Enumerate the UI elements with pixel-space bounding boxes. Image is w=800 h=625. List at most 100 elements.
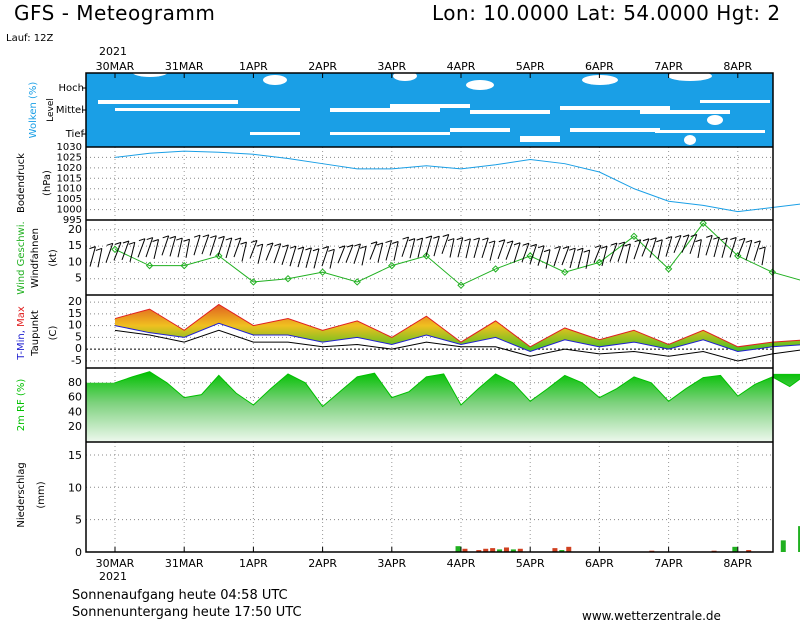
precip-tick-label: 5 (75, 514, 82, 527)
wind-barb (745, 240, 753, 261)
wind-barb (129, 242, 136, 263)
wind-barb (689, 234, 698, 255)
humidity-ylabel: 2m RF (%) (16, 379, 27, 432)
wind-barb (457, 237, 464, 258)
wind-barb (601, 246, 608, 267)
date-label-bottom: 4APR (447, 557, 476, 570)
temperature-tick-label: 5 (75, 330, 82, 343)
precip-ylabel-sub: (mm) (36, 481, 47, 508)
wind-barb-feather (376, 242, 383, 246)
date-label-top: 6APR (585, 60, 614, 73)
temperature-ylabel: T-Min, Max (16, 306, 27, 361)
wind-barb-feather (498, 239, 505, 243)
wind-barb-feather (759, 246, 766, 250)
humidity-area (86, 371, 800, 442)
wind-barb-feather (297, 246, 304, 250)
wind-barb (625, 243, 631, 264)
wind-barb-feather (754, 240, 761, 244)
wind-barb (97, 248, 103, 268)
cloud-gap (250, 132, 300, 135)
wind-barb-feather (274, 243, 281, 247)
precip-bar (798, 526, 800, 552)
wind-barb (369, 241, 378, 260)
humidity-tick-label: 20 (68, 420, 82, 433)
wind-barb (553, 246, 561, 267)
date-label-top: 31MAR (165, 60, 204, 73)
wind-barb (289, 246, 297, 267)
cloud-gap (570, 128, 660, 132)
wind-barb (161, 235, 170, 256)
wind-barb (337, 245, 346, 264)
wind-tick-label: 20 (68, 223, 82, 236)
wind-barb (561, 246, 570, 266)
wind-barb (433, 236, 440, 257)
wind-barb-feather (240, 241, 247, 245)
wind-barb-feather (122, 240, 130, 244)
wind-barb (721, 237, 728, 258)
wind-speed-marker (768, 268, 777, 276)
wind-barb (353, 243, 361, 264)
wind-barb-feather (674, 234, 682, 238)
precip-ylabel: Niederschlag (16, 462, 27, 527)
wind-barb-feather (713, 236, 720, 240)
cloud-gap (470, 110, 550, 114)
wind-barb-feather (569, 247, 576, 251)
temperature-tick-label: 15 (68, 307, 82, 320)
wind-speed-marker (491, 265, 500, 273)
wind-barb-feather (202, 234, 209, 238)
wind-barb (441, 234, 450, 254)
wind-barb-feather (402, 236, 409, 240)
precip-bar (566, 546, 572, 552)
year-label-bottom: 2021 (99, 570, 127, 583)
wind-barb-feather (169, 235, 176, 239)
tmax-line (114, 303, 800, 348)
wind-barb (121, 240, 130, 261)
cloud-level-label: Tief (65, 129, 85, 140)
wind-barb (281, 244, 289, 265)
wind-barb-feather (95, 247, 103, 251)
pressure-ylabel-sub: (hPa) (42, 170, 53, 196)
wind-barb-feather (89, 246, 96, 250)
wind-barb (513, 242, 521, 263)
wind-speed-marker (595, 258, 604, 267)
wind-barb-feather (656, 239, 663, 243)
cloud-gap (684, 135, 696, 145)
wind-speed-line (114, 222, 800, 286)
wind-barb (89, 246, 96, 267)
wind-barb-feather (354, 243, 361, 247)
wind-barb-feather (543, 249, 551, 253)
wind-barb-feather (706, 234, 713, 238)
wind-barb-feather (522, 242, 530, 246)
wind-barb (409, 238, 416, 259)
wind-barb (273, 243, 282, 264)
precip-bar (455, 546, 461, 552)
wind-barb-feather (392, 241, 399, 244)
wind-barb (537, 245, 545, 266)
cloud-gap (560, 106, 670, 110)
date-label-bottom: 3APR (377, 557, 406, 570)
wind-barb-feather (690, 234, 697, 237)
cloud-gap (132, 67, 168, 77)
wind-barb (633, 239, 642, 260)
temperature-range-fill (115, 304, 800, 352)
temperature-ylabel-unit: (C) (48, 326, 59, 341)
wind-speed-marker (664, 265, 673, 273)
wind-barb-feather (583, 249, 590, 253)
wind-barb (449, 238, 455, 258)
date-label-bottom: 6APR (585, 557, 614, 570)
cloud-gap (450, 128, 510, 132)
wind-barb-feather (642, 238, 650, 242)
wind-barb-feather (610, 242, 618, 246)
wind-barb-feather (266, 242, 274, 246)
wind-barb (761, 246, 766, 266)
wind-barb (465, 238, 471, 259)
wind-ylabel: Wind Geschwi. (16, 221, 27, 294)
wind-barb (361, 246, 367, 266)
wind-barb-feather (328, 248, 335, 252)
precip-tick-label: 0 (75, 546, 82, 559)
wind-barb (233, 237, 242, 258)
wind-speed-marker (422, 252, 431, 260)
cloud-gap (240, 108, 300, 111)
cloud-gap (115, 108, 285, 111)
precip-bar (497, 549, 503, 552)
